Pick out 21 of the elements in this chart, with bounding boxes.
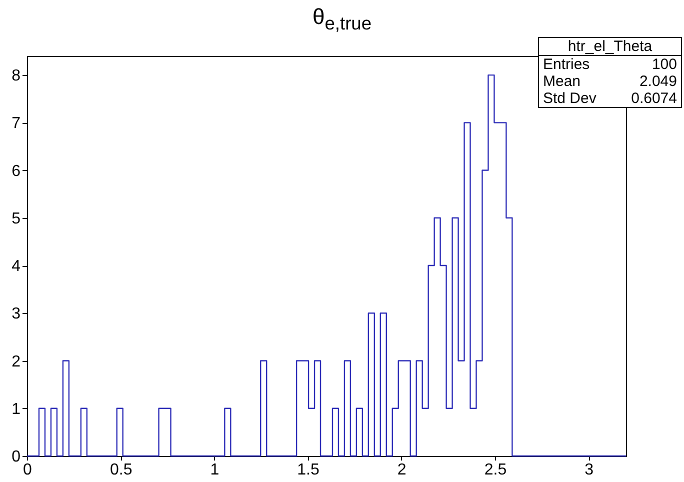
y-tick-label: 2	[12, 353, 21, 370]
statistics-box: htr_el_Theta Entries 100 Mean 2.049 Std Dev 0.6074	[538, 37, 682, 108]
x-tick-label: 0.5	[110, 462, 132, 478]
y-tick-label: 6	[12, 162, 21, 180]
y-tick-label: 8	[12, 68, 21, 85]
chart-title: θ$_{e,true}$	[311, 4, 373, 34]
x-tick-label: 2.5	[484, 462, 507, 478]
x-tick-label: 1.5	[297, 462, 320, 478]
y-tick-label: 4	[12, 258, 21, 276]
x-tick-label: 1	[210, 462, 220, 478]
annotation: Std Dev	[542, 90, 598, 108]
y-tick-label: 5	[12, 210, 21, 228]
y-tick-label: 3	[12, 306, 21, 323]
x-tick-label: 2	[397, 462, 406, 478]
y-tick-label: 0	[12, 448, 21, 466]
annotation: Mean	[542, 73, 582, 90]
annotation: Entries	[542, 56, 591, 73]
x-tick-label: 3	[584, 462, 594, 478]
x-tick-label: 0	[23, 462, 32, 478]
y-tick-label: 7	[12, 115, 21, 132]
y-tick-label: 1	[12, 400, 21, 418]
